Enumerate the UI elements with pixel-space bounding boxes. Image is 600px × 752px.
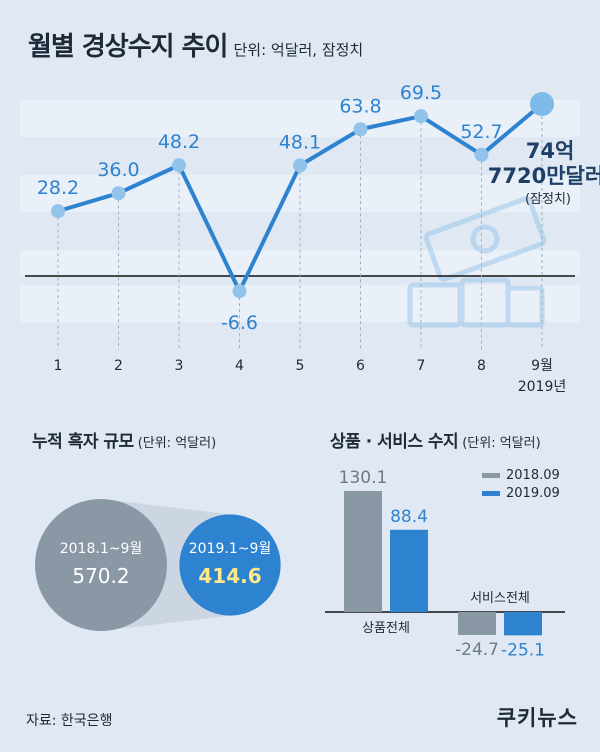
data-point <box>353 122 368 137</box>
data-point <box>474 147 489 162</box>
bar-chart-title: 상품 · 서비스 수지 (단위: 억달러) <box>330 427 541 452</box>
bar-title-unit: (단위: 억달러) <box>462 436 541 451</box>
last-value-line1: 74억 <box>526 139 575 163</box>
legend-entry: 2019.09 <box>506 486 560 501</box>
bar-value-label: -24.7 <box>455 640 499 660</box>
x-tick-label: 3 <box>175 358 184 374</box>
bubble-value: 570.2 <box>72 564 129 588</box>
bar <box>390 529 428 612</box>
data-point <box>293 158 307 173</box>
data-point <box>172 158 186 173</box>
x-tick-label: 7 <box>417 358 426 374</box>
last-value-line3: (잠정치) <box>525 192 571 207</box>
bubble-label: 2019.1~9월 <box>189 541 272 557</box>
data-label: 28.2 <box>37 177 79 199</box>
data-point <box>414 109 428 124</box>
bar-value-label: 88.4 <box>390 507 428 527</box>
data-label: 48.1 <box>279 131 321 153</box>
x-tick-label: 1 <box>54 358 63 374</box>
bar-chart: 130.188.4 상품전체 -24.7 -25.1 서비스전체 2018.09 2019.… <box>325 468 565 660</box>
data-label: 63.8 <box>339 95 381 117</box>
data-label: 52.7 <box>460 121 502 143</box>
last-value-line2: 7720만달러 <box>488 164 600 188</box>
brand-logo: 쿠키뉴스 <box>496 706 578 730</box>
data-point <box>530 92 554 117</box>
bubble <box>179 514 281 616</box>
bar-value-label: 130.1 <box>339 468 388 488</box>
bar-value-label: -25.1 <box>501 640 545 660</box>
bar <box>504 612 542 636</box>
legend-swatch <box>482 473 500 478</box>
money-icon <box>407 196 547 328</box>
stripe-0 <box>20 100 580 137</box>
data-label: 69.5 <box>400 82 442 104</box>
bar-category-label: 서비스전체 <box>470 591 530 606</box>
bar-category-label: 상품전체 <box>362 621 410 636</box>
data-point <box>111 186 126 201</box>
bubble-label: 2018.1~9월 <box>60 541 143 557</box>
x-year-label: 2019년 <box>518 379 567 395</box>
data-point <box>51 204 65 219</box>
bubble-title-unit: (단위: 억달러) <box>137 436 217 451</box>
data-labels: 28.2 36.0 48.2 -6.6 48.1 63.8 69.5 52.7 <box>37 82 503 334</box>
data-label: -6.6 <box>221 312 258 334</box>
bar-title-text: 상품 · 서비스 수지 <box>330 432 459 452</box>
bubble <box>35 499 167 631</box>
bubble-chart-title: 누적 흑자 규모 (단위: 억달러) <box>32 427 216 452</box>
guide-lines <box>57 104 543 350</box>
x-tick-label: 8 <box>477 358 486 374</box>
x-tick-label: 9월 <box>531 358 553 374</box>
data-label: 48.2 <box>158 131 200 153</box>
data-points <box>51 92 554 299</box>
x-tick-label: 5 <box>296 358 305 374</box>
x-tick-label: 4 <box>235 358 244 374</box>
data-label: 36.0 <box>97 159 139 181</box>
title-text: 월별 경상수지 추이 <box>28 32 228 62</box>
last-value-label: 74억 7720만달러 (잠정치) <box>488 139 600 207</box>
legend-swatch <box>482 491 500 496</box>
source-note: 자료: 한국은행 <box>26 713 113 729</box>
background-stripes <box>20 100 580 322</box>
title-unit: 단위: 억달러, 잠정치 <box>233 41 364 59</box>
data-point <box>232 284 247 299</box>
page-title: 월별 경상수지 추이 단위: 억달러, 잠정치 <box>28 26 363 63</box>
x-tick-label: 6 <box>356 358 365 374</box>
bubble-chart: 2018.1~9월 570.2 2019.1~9월 414.6 <box>35 499 281 631</box>
bar <box>458 612 496 635</box>
legend-entry: 2018.09 <box>506 468 560 483</box>
x-tick-labels: 1 2 3 4 5 6 7 8 9월 <box>54 358 553 374</box>
x-tick-label: 2 <box>114 358 123 374</box>
bubble-value: 414.6 <box>198 564 261 588</box>
bar <box>344 491 382 612</box>
bubble-title-text: 누적 흑자 규모 <box>32 432 134 452</box>
